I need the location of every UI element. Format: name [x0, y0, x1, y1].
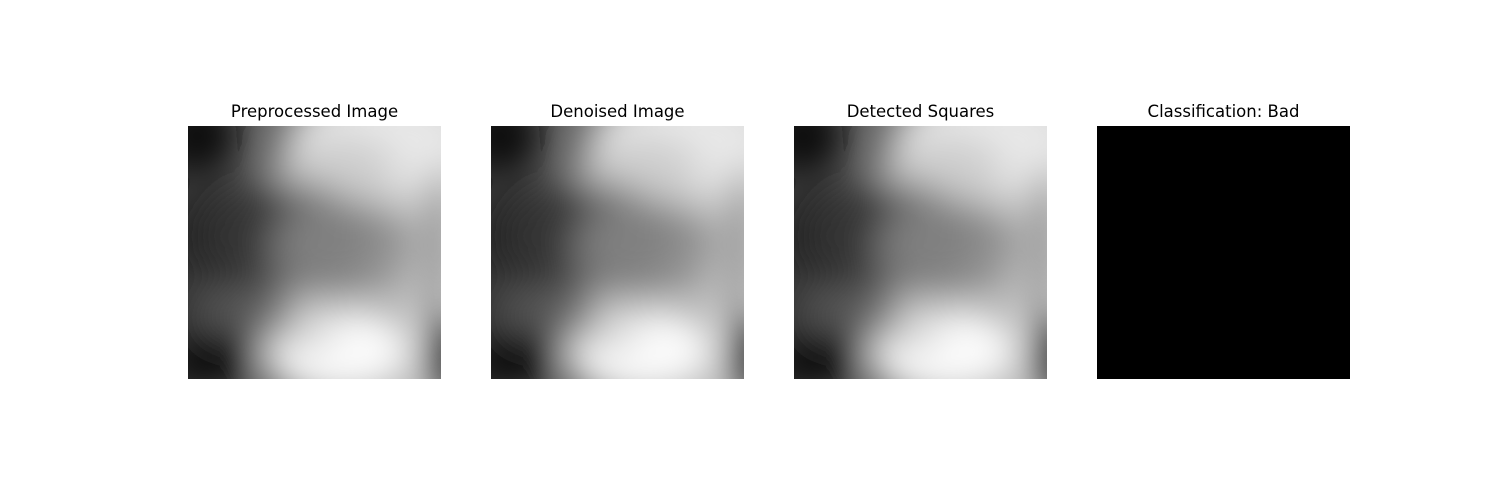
panel-title: Preprocessed Image	[230, 102, 399, 121]
classification-image	[1097, 126, 1350, 379]
panel-classification: Classification: Bad	[1097, 100, 1350, 379]
panel-title: Denoised Image	[550, 102, 685, 121]
detected-squares-image	[794, 126, 1047, 379]
panel-preprocessed: Preprocessed Image	[188, 100, 441, 379]
panel-detected-squares: Detected Squares	[794, 100, 1047, 379]
panel-title: Detected Squares	[846, 102, 995, 121]
preprocessed-image	[188, 126, 441, 379]
panel-denoised: Denoised Image	[491, 100, 744, 379]
panel-title: Classification: Bad	[1147, 102, 1300, 121]
denoised-image	[491, 126, 744, 379]
